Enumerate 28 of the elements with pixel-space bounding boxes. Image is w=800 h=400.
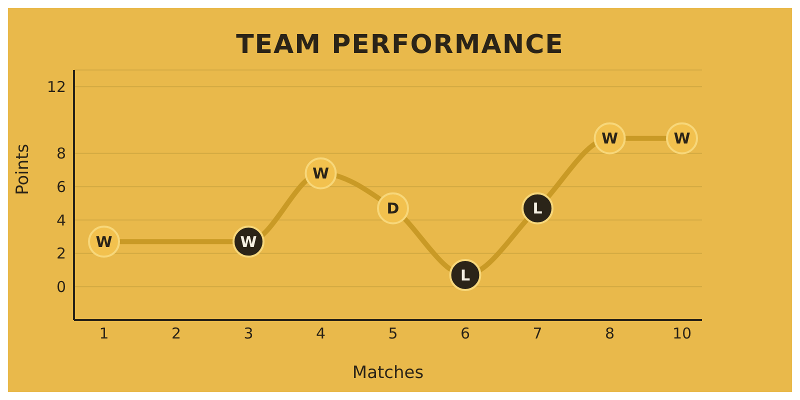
x-axis-title: Matches	[352, 363, 424, 383]
x-tick-label: 1	[99, 324, 109, 343]
chart-title: TEAM PERFORMANCE	[235, 29, 565, 62]
x-tick-label: 3	[244, 324, 254, 343]
x-tick-label: 8	[604, 324, 615, 343]
x-tick-label: 6	[460, 324, 470, 343]
annotation: W	[96, 232, 113, 251]
annotation: W	[674, 130, 691, 148]
y-tick-label: 8	[56, 144, 66, 163]
annotation: D	[386, 200, 400, 218]
annotation: W	[240, 232, 258, 251]
x-tick-label: 4	[316, 324, 326, 343]
x-tick-label: 10	[672, 324, 692, 343]
annotation: L	[532, 200, 543, 218]
x-tick-label: 7	[532, 324, 542, 343]
y-tick-label: 4	[56, 211, 66, 230]
y-axis-title: Points	[13, 144, 34, 195]
x-tick-label: 5	[388, 324, 398, 343]
y-tick-label: 6	[56, 178, 66, 196]
y-tick-label: 0	[56, 278, 66, 296]
y-tick-label: 12	[46, 78, 66, 96]
point	[522, 192, 554, 224]
point	[449, 259, 482, 291]
annotation: L	[460, 266, 470, 284]
x-tick-label: 2	[171, 324, 182, 343]
annotation: W	[312, 164, 330, 183]
annotation: W	[601, 130, 618, 148]
y-tick-label: 2	[56, 244, 66, 263]
